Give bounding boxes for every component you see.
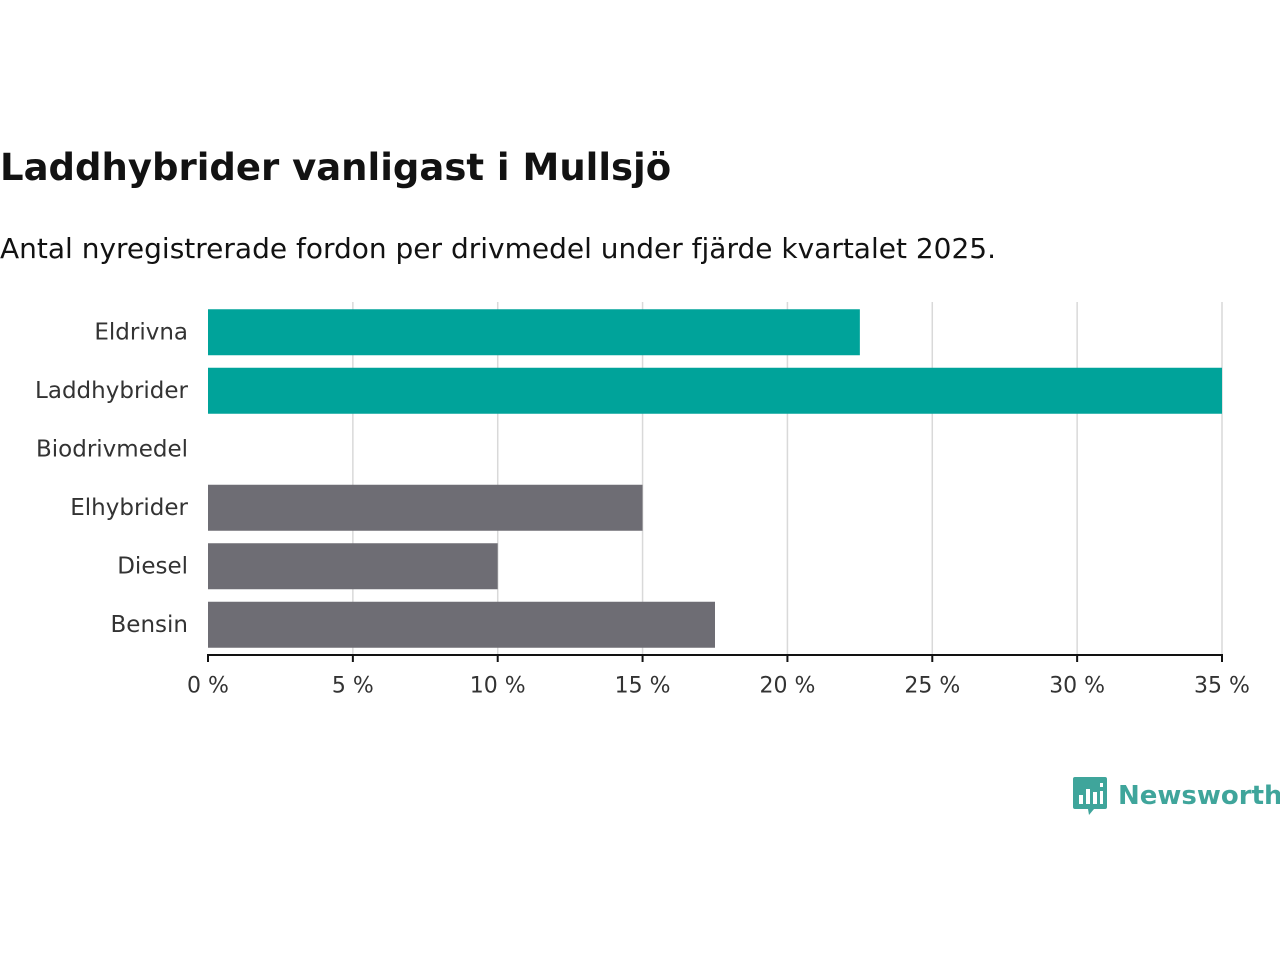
chart-title: Laddhybrider vanligast i Mullsjö (0, 146, 672, 189)
category-label: Bensin (111, 612, 188, 638)
bar-diesel (208, 543, 498, 590)
chart-subtitle: Antal nyregistrerade fordon per drivmede… (0, 232, 997, 265)
x-tick-label: 20 % (759, 674, 815, 699)
bars (208, 309, 1222, 648)
bar-laddhybrider (208, 367, 1222, 414)
x-tick-label: 5 % (332, 674, 374, 699)
x-tick-label: 10 % (470, 674, 526, 699)
newsworthy-logo-text: Newsworthy (1118, 781, 1280, 811)
x-tick-label: 25 % (904, 674, 960, 699)
newsworthy-logo-icon (1073, 777, 1107, 815)
x-tick-label: 30 % (1049, 674, 1105, 699)
category-label: Diesel (117, 553, 188, 579)
category-label: Eldrivna (94, 319, 188, 345)
x-tick-label: 35 % (1194, 674, 1250, 699)
x-tick-label: 15 % (615, 674, 671, 699)
x-tick-label: 0 % (187, 674, 229, 699)
bar-elhybrider (208, 484, 643, 531)
bar-bensin (208, 601, 715, 648)
bar-eldrivna (208, 309, 860, 356)
category-label: Laddhybrider (35, 378, 188, 404)
category-label: Biodrivmedel (36, 436, 188, 462)
gridlines (352, 302, 1223, 654)
x-axis: 0 % 5 % 10 % 15 % 20 % 25 % 30 % 35 % (187, 654, 1250, 699)
newsworthy-logo: Newsworthy (1072, 775, 1280, 817)
category-labels: Eldrivna Laddhybrider Biodrivmedel Elhybrid… (35, 319, 188, 638)
category-label: Elhybrider (70, 495, 188, 521)
